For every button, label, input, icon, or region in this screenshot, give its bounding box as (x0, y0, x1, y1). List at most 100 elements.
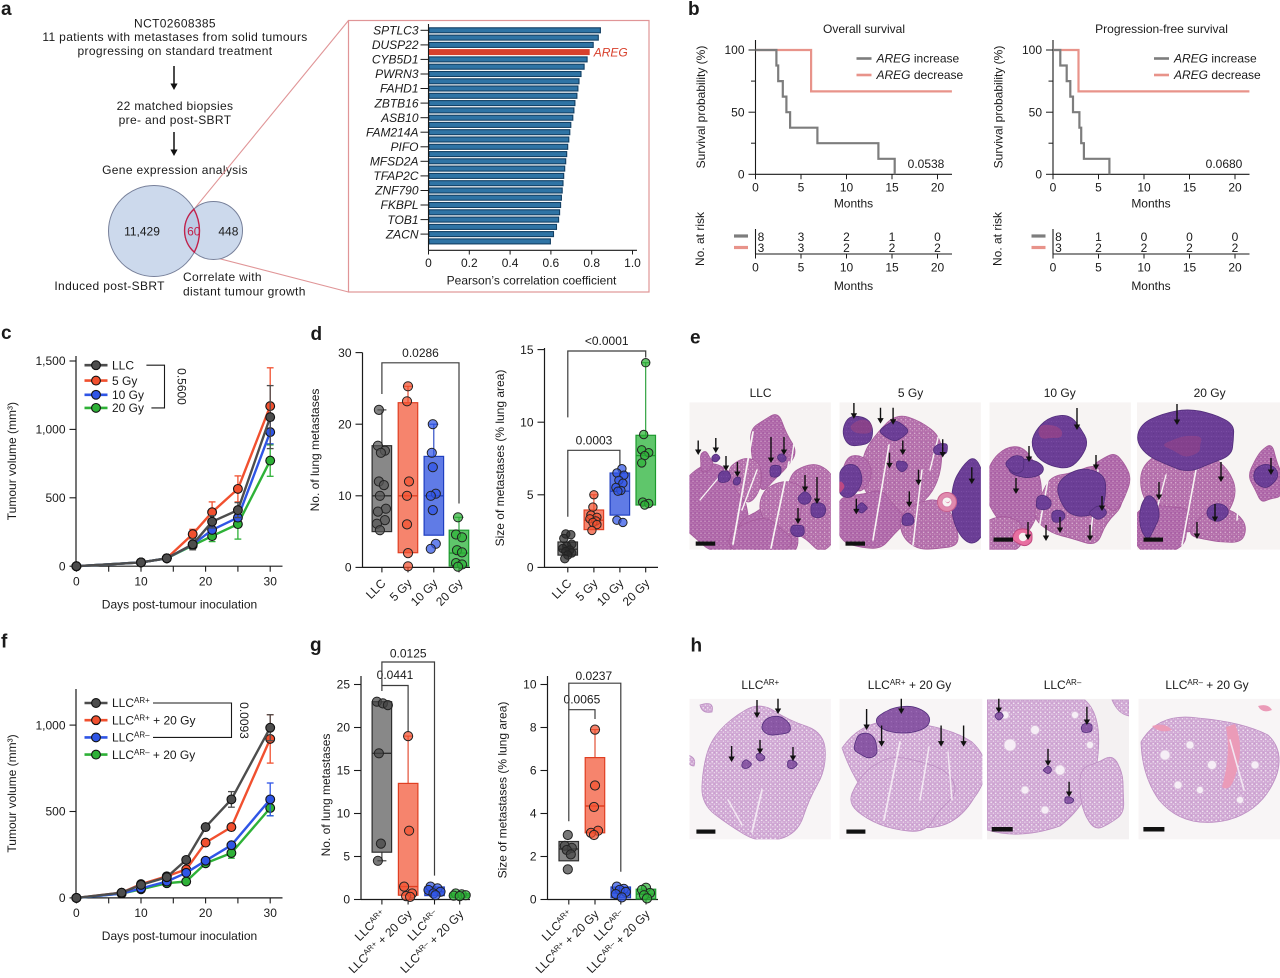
svg-text:Pearson’s correlation coeffici: Pearson’s correlation coefficient (447, 274, 617, 288)
svg-text:Correlate with: Correlate with (183, 270, 262, 284)
svg-text:Months: Months (1131, 279, 1170, 293)
svg-text:20 Gy: 20 Gy (112, 401, 144, 415)
svg-text:5: 5 (1095, 181, 1102, 195)
svg-text:ZACN: ZACN (385, 227, 419, 241)
svg-text:30: 30 (264, 575, 278, 589)
svg-text:No. of lung metastases: No. of lung metastases (308, 389, 322, 512)
svg-text:2: 2 (889, 241, 896, 255)
svg-text:No. at risk: No. at risk (991, 211, 1005, 266)
svg-text:1,000: 1,000 (35, 718, 65, 732)
svg-text:0: 0 (1141, 230, 1148, 244)
svg-text:60: 60 (187, 224, 201, 238)
svg-text:10 Gy: 10 Gy (1044, 386, 1076, 400)
svg-text:3: 3 (798, 241, 805, 255)
svg-text:MFSD2A: MFSD2A (370, 155, 419, 169)
svg-text:2: 2 (1141, 241, 1148, 255)
svg-text:0.0093: 0.0093 (237, 702, 251, 739)
svg-text:5: 5 (527, 488, 534, 502)
svg-text:448: 448 (218, 224, 238, 238)
svg-text:0.0441: 0.0441 (377, 668, 414, 682)
svg-text:AREG decrease: AREG decrease (876, 68, 964, 82)
svg-text:LLCAR+ + 20 Gy: LLCAR+ + 20 Gy (112, 713, 196, 727)
svg-text:AREG decrease: AREG decrease (1173, 68, 1261, 82)
svg-text:h: h (691, 636, 703, 657)
svg-text:LLC: LLC (750, 386, 772, 400)
svg-text:d: d (311, 324, 323, 345)
svg-text:50: 50 (731, 105, 745, 119)
svg-text:5 Gy: 5 Gy (112, 374, 137, 388)
svg-text:distant tumour growth: distant tumour growth (183, 284, 306, 298)
svg-text:20: 20 (1228, 261, 1242, 275)
svg-text:0.0065: 0.0065 (564, 692, 601, 706)
svg-text:LLC: LLC (112, 358, 134, 372)
svg-text:0: 0 (1050, 181, 1057, 195)
svg-text:Survival probability (%): Survival probability (%) (694, 46, 708, 169)
svg-text:SPTLC3: SPTLC3 (373, 24, 419, 38)
svg-text:0: 0 (752, 181, 759, 195)
svg-text:DUSP22: DUSP22 (372, 38, 419, 52)
svg-text:3: 3 (758, 241, 765, 255)
svg-text:Days post-tumour inoculation: Days post-tumour inoculation (102, 929, 257, 943)
svg-text:2: 2 (530, 850, 537, 864)
svg-text:Months: Months (834, 279, 873, 293)
svg-text:15: 15 (1183, 181, 1197, 195)
svg-text:1.0: 1.0 (624, 256, 641, 270)
svg-text:5: 5 (1095, 261, 1102, 275)
svg-text:11 patients with metastases fr: 11 patients with metastases from solid t… (42, 30, 307, 44)
svg-text:b: b (688, 0, 700, 20)
svg-text:0.6: 0.6 (543, 256, 560, 270)
svg-text:0.2: 0.2 (461, 256, 478, 270)
svg-text:TOB1: TOB1 (387, 213, 418, 227)
svg-text:LLCAR–: LLCAR– (1044, 678, 1082, 692)
svg-text:500: 500 (45, 805, 65, 819)
svg-text:15: 15 (885, 261, 899, 275)
svg-text:0: 0 (425, 256, 432, 270)
svg-text:0: 0 (345, 561, 352, 575)
svg-text:20: 20 (931, 261, 945, 275)
svg-text:15: 15 (885, 181, 899, 195)
svg-text:10: 10 (520, 415, 534, 429)
svg-text:5: 5 (343, 850, 350, 864)
svg-text:10 Gy: 10 Gy (112, 388, 144, 402)
svg-text:f: f (1, 632, 8, 653)
svg-text:10 Gy: 10 Gy (408, 576, 441, 609)
svg-text:2: 2 (1095, 241, 1102, 255)
svg-text:20 Gy: 20 Gy (1194, 386, 1226, 400)
svg-text:4: 4 (530, 807, 537, 821)
svg-text:0: 0 (59, 891, 66, 905)
svg-text:10: 10 (840, 181, 854, 195)
svg-text:Size of metastases (% lung are: Size of metastases (% lung area) (493, 370, 507, 547)
svg-text:2: 2 (843, 230, 850, 244)
svg-text:10: 10 (134, 906, 148, 920)
svg-text:e: e (690, 327, 701, 348)
svg-text:0.0003: 0.0003 (576, 434, 613, 448)
svg-text:50: 50 (1029, 105, 1043, 119)
svg-text:0: 0 (73, 906, 80, 920)
svg-text:0.0125: 0.0125 (390, 647, 427, 661)
svg-text:20: 20 (199, 575, 213, 589)
svg-text:0.8: 0.8 (583, 256, 600, 270)
svg-text:10: 10 (337, 807, 351, 821)
svg-text:CYB5D1: CYB5D1 (372, 53, 419, 67)
svg-text:6: 6 (530, 764, 537, 778)
svg-text:LLCAR– + 20 Gy: LLCAR– + 20 Gy (1165, 678, 1248, 692)
svg-text:0: 0 (343, 893, 350, 907)
svg-text:10 Gy: 10 Gy (594, 576, 627, 609)
svg-text:Induced post-SBRT: Induced post-SBRT (54, 279, 165, 293)
svg-text:0: 0 (59, 559, 66, 573)
svg-text:10: 10 (1137, 181, 1151, 195)
svg-text:0.0680: 0.0680 (1206, 157, 1243, 171)
svg-text:0.0237: 0.0237 (575, 669, 612, 683)
svg-text:LLCAR–: LLCAR– (112, 731, 150, 745)
svg-text:10: 10 (523, 678, 537, 692)
svg-text:0.5600: 0.5600 (175, 368, 189, 405)
svg-text:ZNF790: ZNF790 (374, 184, 419, 198)
svg-text:22 matched biopsies: 22 matched biopsies (117, 99, 234, 113)
svg-text:8: 8 (1055, 230, 1062, 244)
svg-text:8: 8 (758, 230, 765, 244)
svg-text:Survival probability (%): Survival probability (%) (992, 46, 1006, 169)
svg-text:0: 0 (1186, 230, 1193, 244)
svg-text:PIFO: PIFO (390, 140, 418, 154)
svg-text:2: 2 (1186, 241, 1193, 255)
svg-text:Tumour volume (mm³): Tumour volume (mm³) (5, 402, 19, 520)
